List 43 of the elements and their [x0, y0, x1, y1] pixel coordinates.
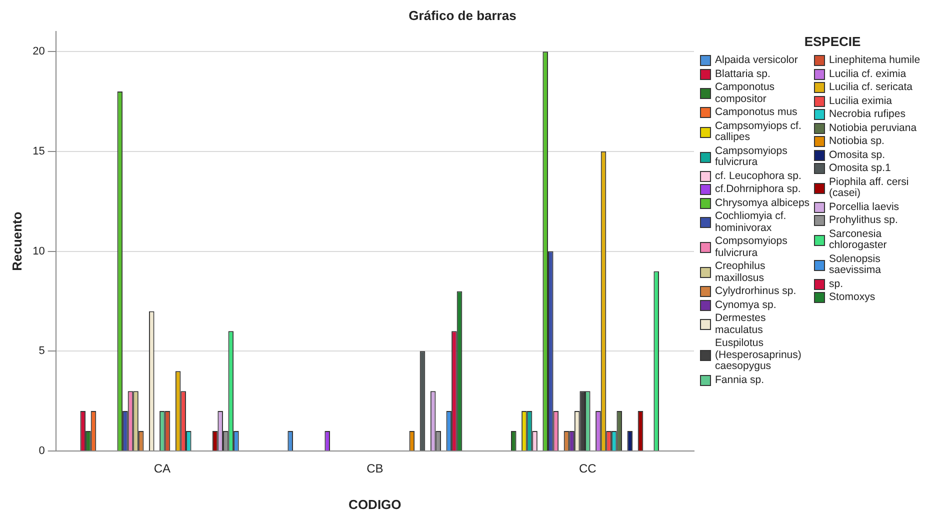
legend-label: Camponotus compositor	[715, 81, 776, 105]
legend-label: Piophila aff. cersi (casei)	[829, 176, 910, 200]
y-tick-label: 20	[32, 46, 45, 58]
legend-label: cf.Dohrniphora sp.	[715, 183, 801, 196]
x-tick-label: CA	[154, 462, 171, 476]
legend-label: Linephitema humile	[829, 54, 920, 66]
legend-label: Cylydrorhinus sp.	[715, 285, 796, 298]
legend-label: Euspilotus (Hesperosaprinus) caesopygus	[715, 337, 802, 372]
y-tick-label: 5	[38, 345, 45, 358]
legend-label: Necrobia rufipes	[829, 108, 906, 120]
legend-label: Prohylithus sp.	[829, 214, 898, 226]
legend-label: Lucilia cf. sericata	[829, 81, 912, 94]
x-tick-label: CB	[366, 462, 384, 476]
legend-label: Blattaria sp.	[715, 68, 770, 80]
y-tick-label: 0	[38, 445, 45, 458]
legend-label: Fannia sp.	[715, 374, 764, 386]
y-tick-label: 10	[32, 245, 45, 258]
legend-label: Cochliomyia cf. hominivorax	[715, 210, 788, 234]
legend-label: Omosita sp.	[829, 148, 886, 161]
x-tick-label: CC	[578, 462, 597, 476]
x-axis-title: CODIGO	[348, 496, 402, 512]
legend-label: Stomoxys	[829, 291, 876, 304]
legend-label: Cynomya sp.	[715, 298, 776, 311]
legend-label: Chrysomya albiceps	[715, 196, 810, 209]
legend-title: ESPECIE	[803, 34, 862, 49]
legend-label: Campsomyiops cf. callipes	[715, 120, 802, 144]
legend-label: Notiobia sp.	[829, 135, 884, 148]
legend-label: Omosita sp.1	[829, 162, 891, 174]
legend-label: Creophilus maxillosus	[715, 260, 766, 284]
legend-label: Porcellia laevis	[829, 200, 900, 213]
legend-label: sp.	[829, 278, 844, 290]
y-tick-label: 15	[32, 145, 45, 158]
legend-label: Alpaida versicolor	[715, 54, 798, 66]
legend-label: Lucilia cf. eximia	[829, 68, 906, 80]
legend-label: Dermestes maculatus	[715, 312, 767, 336]
legend-label: Compsomyiops fulvicrura	[715, 235, 788, 259]
y-axis-title: Recuento	[9, 212, 24, 271]
legend-label: Sarconesia chlorogaster	[829, 228, 888, 252]
chart-title: Gráfico de barras	[408, 8, 518, 23]
legend-label: Notiobia peruviana	[829, 122, 917, 134]
legend-label: Camponotus mus	[715, 106, 798, 118]
legend-label: Lucilia eximia	[829, 94, 892, 107]
legend-label: cf. Leucophora sp.	[715, 170, 802, 182]
